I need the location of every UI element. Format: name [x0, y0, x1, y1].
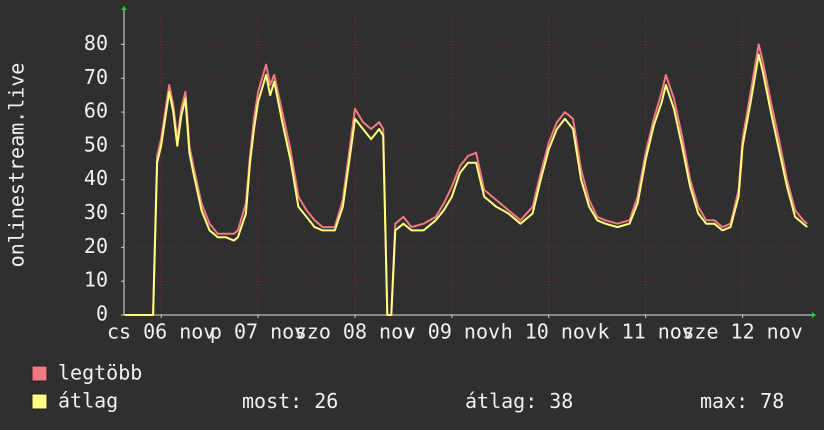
- y-tick-label: 60: [84, 99, 108, 123]
- y-tick-label: 20: [84, 234, 108, 258]
- x-axis-arrow: [812, 312, 816, 318]
- legend-swatch: [31, 393, 48, 410]
- stat-value: 26: [314, 389, 338, 413]
- stat-value: 78: [760, 389, 784, 413]
- y-tick-label: 10: [84, 268, 108, 292]
- legend-label: átlag: [58, 389, 118, 413]
- x-tick-label: h 10 nov: [501, 320, 597, 344]
- stat: most: 26: [242, 389, 338, 413]
- x-tick-label: szo 08 nov: [295, 320, 415, 344]
- x-tick-label: k 11 nov: [598, 320, 694, 344]
- stat-label: most:: [242, 389, 302, 413]
- stat-value: 38: [549, 389, 573, 413]
- stat-label: átlag:: [465, 389, 537, 413]
- y-tick-label: 70: [84, 65, 108, 89]
- x-tick-label: cs 06 nov: [107, 320, 215, 344]
- x-tick-label: p 07 nov: [210, 320, 306, 344]
- y-tick-label: 30: [84, 200, 108, 224]
- x-tick-label: sze 12 nov: [682, 320, 802, 344]
- y-axis-label: onlinestream.live: [5, 63, 29, 268]
- y-axis-arrow: [121, 6, 127, 10]
- series-line: [124, 53, 808, 316]
- legend-swatch: [31, 365, 48, 382]
- stat: max: 78: [700, 389, 784, 413]
- stat: átlag: 38: [465, 389, 573, 413]
- y-tick-label: 80: [84, 31, 108, 55]
- x-tick-label: v 09 nov: [404, 320, 500, 344]
- y-tick-label: 40: [84, 166, 108, 190]
- legend-label: legtöbb: [58, 361, 142, 385]
- stat-label: max:: [700, 389, 748, 413]
- series-line: [124, 43, 808, 316]
- y-tick-label: 50: [84, 132, 108, 156]
- y-tick-label: 0: [96, 302, 108, 326]
